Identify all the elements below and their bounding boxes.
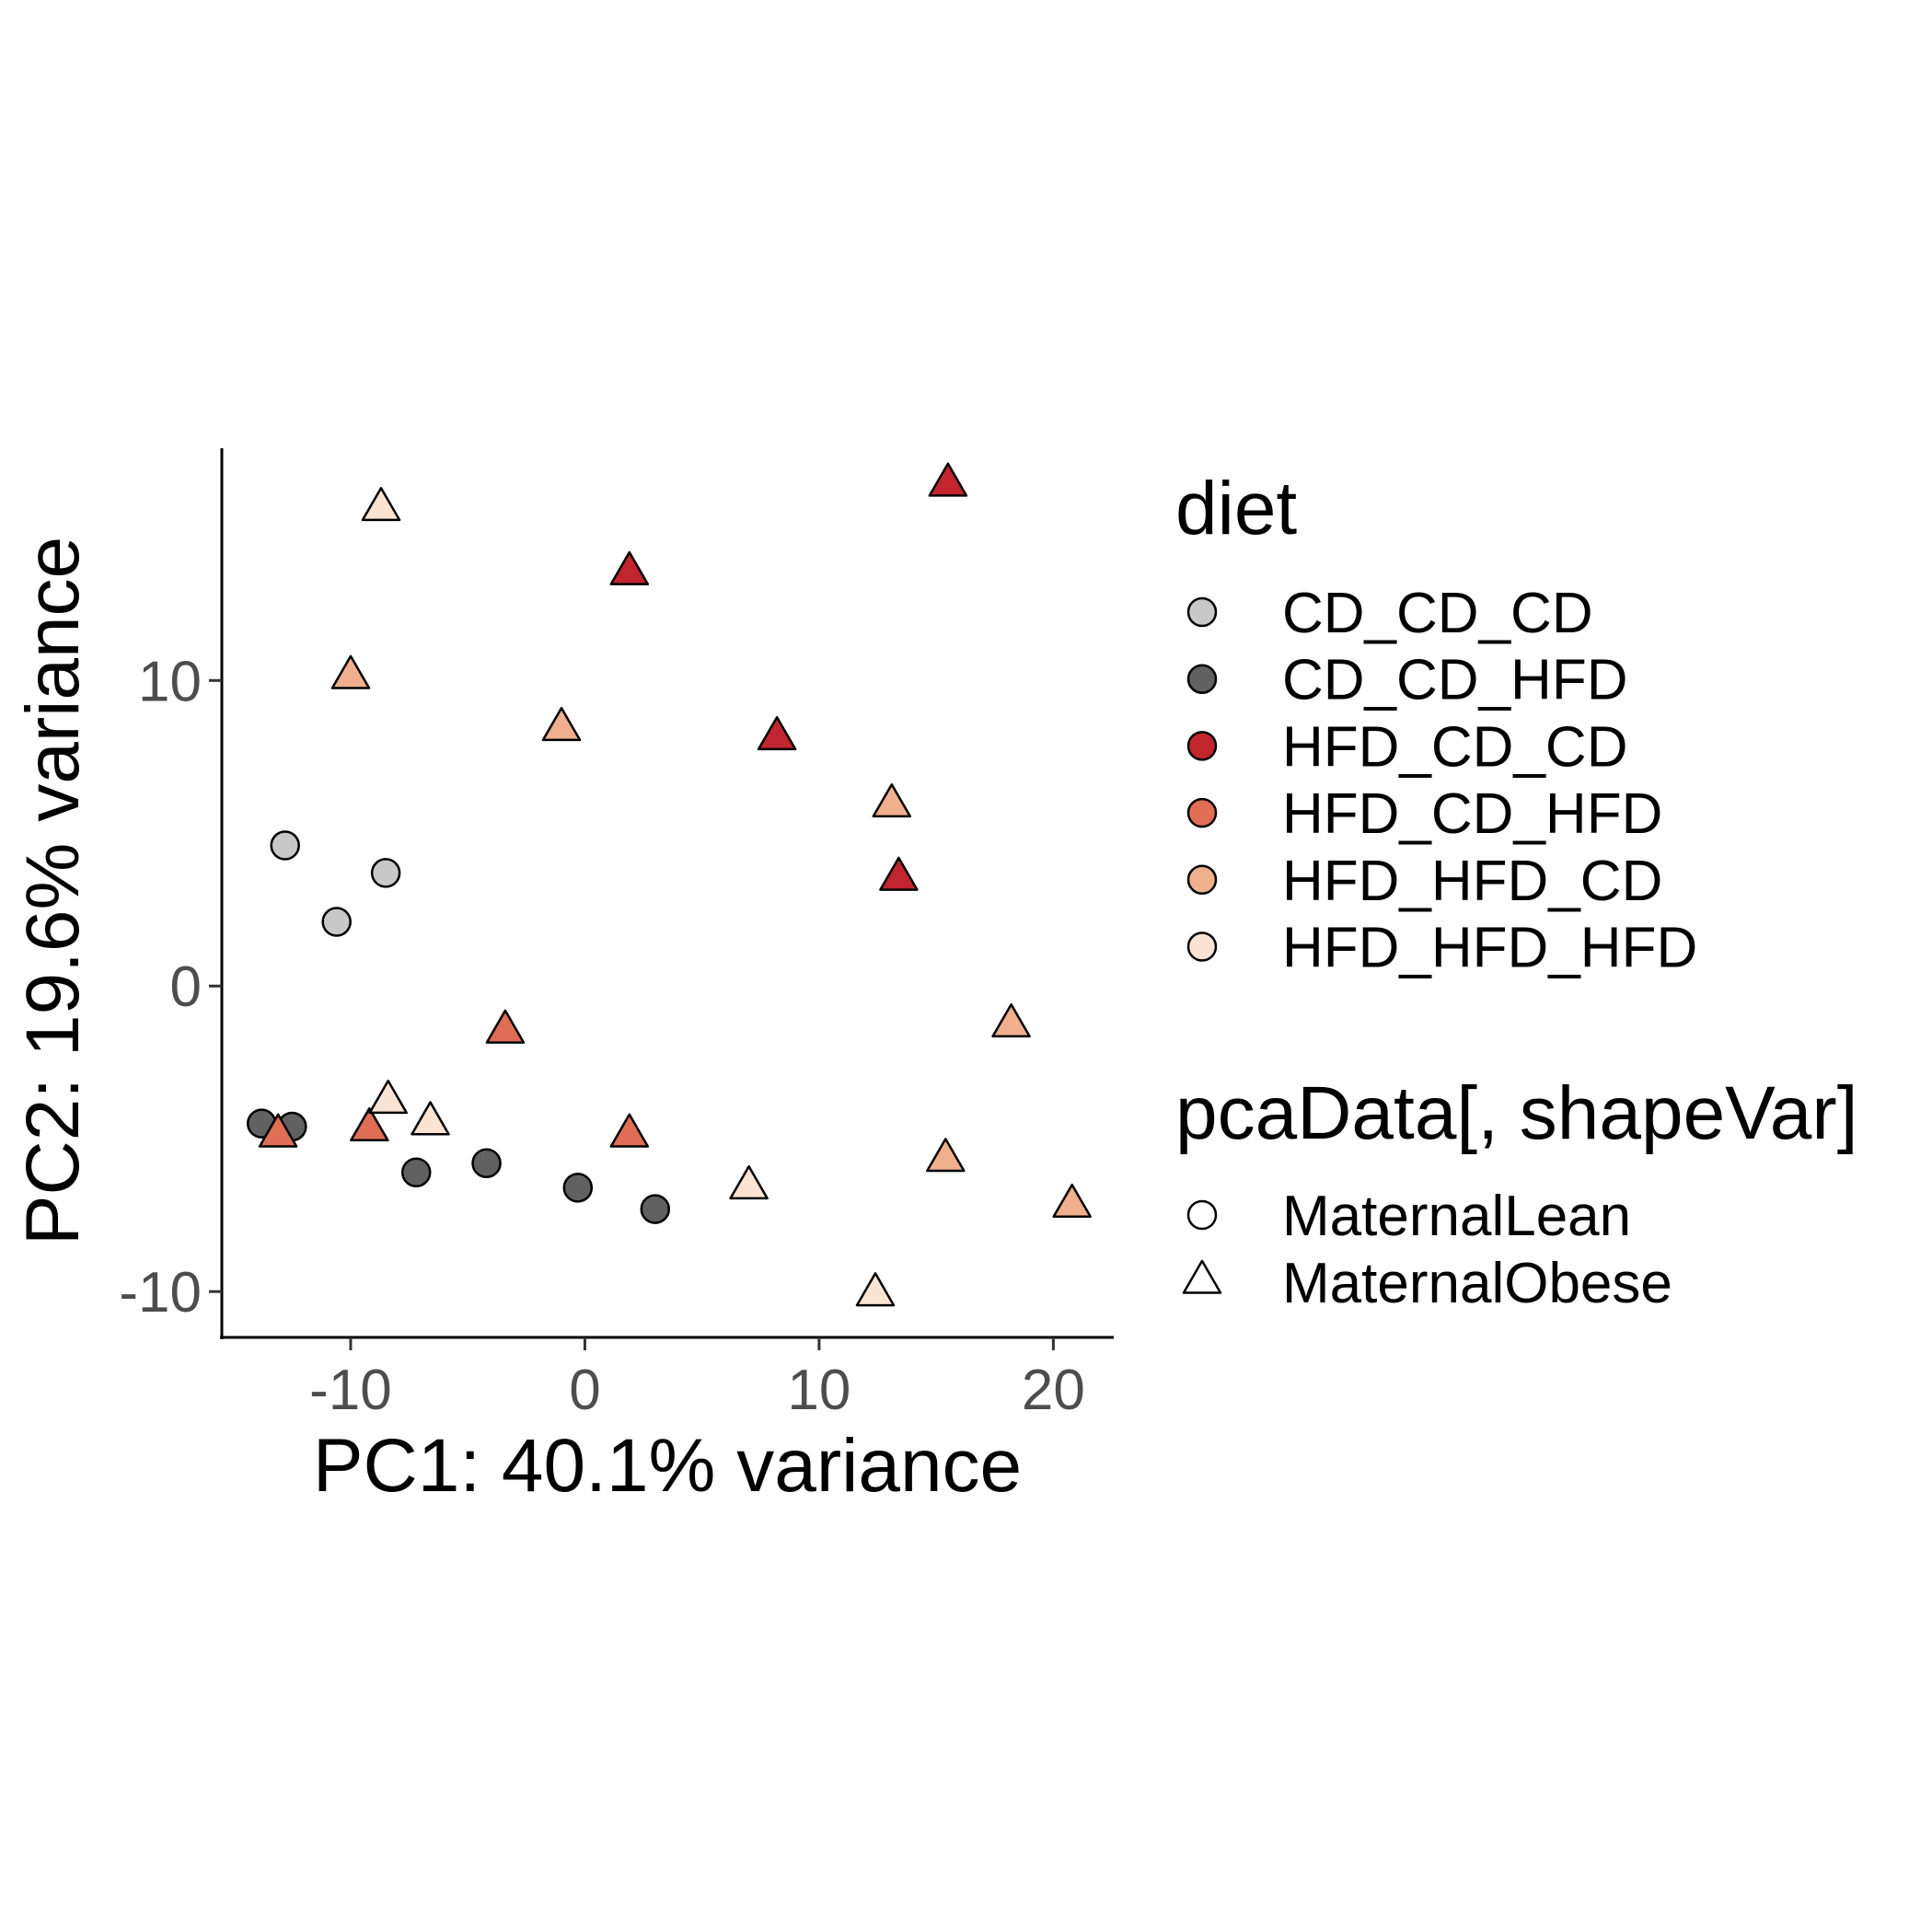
legend-key-fill [1186, 864, 1218, 896]
legend-label-shape: MaternalLean [1282, 1185, 1631, 1248]
data-point-triangle [926, 1138, 966, 1173]
legend-label-diet: HFD_CD_CD [1282, 715, 1627, 779]
data-point-triangle [361, 487, 401, 522]
legend-label-diet: CD_CD_CD [1282, 582, 1593, 645]
legend-label-diet: HFD_CD_HFD [1282, 782, 1662, 846]
plot-panel: -10 0 10 20 -10 0 10 [119, 448, 1114, 1422]
data-point-triangle [855, 1272, 896, 1307]
data-point-triangle [928, 462, 968, 497]
y-axis-ticks: -10 0 10 [119, 650, 222, 1325]
data-point-triangle [258, 1113, 298, 1148]
data-point-triangle [872, 783, 912, 818]
legend-key-fill [1186, 731, 1218, 761]
data-point-triangle [879, 856, 919, 891]
data-point-circle [270, 830, 300, 861]
legend-key-triangle [1182, 1259, 1222, 1294]
x-axis-ticks: -10 0 10 20 [309, 1337, 1085, 1422]
data-point-triangle [411, 1101, 450, 1136]
legend-shape-title: pcaData[, shapeVar] [1175, 1071, 1857, 1155]
x-tick-label: 10 [787, 1359, 850, 1422]
data-point-triangle [757, 716, 797, 751]
y-tick-label: -10 [119, 1261, 202, 1325]
legend-label-shape: MaternalObese [1282, 1252, 1672, 1315]
data-point-triangle [609, 1113, 650, 1148]
x-tick-label: 0 [569, 1359, 600, 1422]
data-point-triangle [1052, 1183, 1092, 1219]
y-axis-title: PC2: 19.6% variance [11, 537, 95, 1245]
legend-label-diet: HFD_HFD_HFD [1282, 917, 1697, 980]
data-point-circle [321, 907, 352, 937]
data-point-triangle [330, 654, 371, 689]
legend-fill-title: diet [1175, 467, 1297, 550]
legend-key-fill [1186, 797, 1218, 828]
legend-key-circle [1186, 1199, 1218, 1231]
legend-fill-entries: CD_CD_CDCD_CD_HFDHFD_CD_CDHFD_CD_HFDHFD_… [1186, 582, 1697, 980]
data-point-triangle [609, 550, 650, 585]
data-point-circle [562, 1173, 594, 1203]
legend: diet CD_CD_CDCD_CD_HFDHFD_CD_CDHFD_CD_HF… [1175, 467, 1857, 1315]
data-point-triangle [729, 1164, 769, 1200]
data-point-triangle [350, 1106, 389, 1142]
legend-key-fill [1186, 664, 1218, 694]
x-tick-label: 20 [1022, 1359, 1085, 1422]
legend-label-diet: HFD_HFD_CD [1282, 850, 1662, 913]
legend-key-fill [1186, 596, 1218, 628]
data-point-triangle [485, 1009, 526, 1044]
data-point-circle [370, 858, 401, 888]
data-point-circle [640, 1194, 671, 1224]
data-point-triangle [368, 1080, 408, 1115]
data-point-circle [400, 1157, 432, 1187]
y-tick-label: 10 [138, 650, 202, 713]
data-point-circle [471, 1148, 502, 1179]
data-points [247, 462, 1092, 1307]
data-point-triangle [991, 1003, 1031, 1038]
legend-key-fill [1186, 931, 1218, 962]
data-point-triangle [541, 707, 582, 742]
x-tick-label: -10 [309, 1359, 392, 1422]
x-axis-title: PC1: 40.1% variance [313, 1424, 1022, 1508]
legend-label-diet: CD_CD_HFD [1282, 649, 1627, 712]
y-tick-label: 0 [170, 955, 202, 1019]
